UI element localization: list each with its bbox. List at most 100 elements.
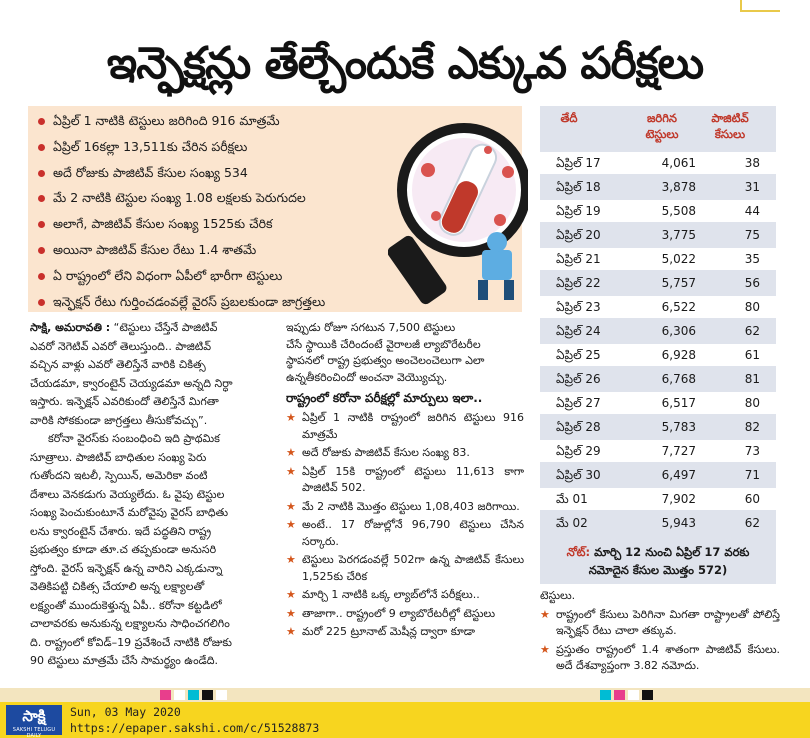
star-bullet: ★ మే 2 నాటికి మొత్తం టెస్టులు 1,08,403 జర…	[286, 499, 524, 516]
star-icon: ★	[286, 518, 296, 531]
cell-tests: 5,022	[661, 252, 696, 266]
col2-bullets: ★ ఏప్రిల్ 1 నాటికి రాష్ట్రంలో జరిగిన టెస్…	[286, 410, 524, 641]
footer-info: Sun, 03 May 2020 https://epaper.sakshi.c…	[70, 704, 319, 736]
cell-positive: 62	[744, 324, 760, 338]
highlight-text: ఏప్రిల్ 1 నాటికి టెస్టులు జరిగింది 916 మ…	[53, 113, 280, 128]
star-bullet: ★ మరో 225 ట్రూనాట్ మెషీన్ల ద్వారా కూడా	[286, 624, 524, 641]
highlight-item: అదే రోజుకు పాజిటివ్ కేసుల సంఖ్య 534	[38, 160, 418, 186]
cell-date: ఏప్రిల్ 28	[556, 420, 601, 434]
star-icon: ★	[540, 607, 550, 621]
cell-tests: 6,306	[661, 324, 696, 338]
swatch	[188, 690, 199, 700]
table-note: నోట్: మార్చి 12 నుంచి ఏప్రిల్ 17 వరకు నమ…	[540, 538, 776, 584]
col1-line: లను క్వారంటైన్ చేశారు. ఇదే పద్ధతిని రాష్…	[30, 524, 212, 538]
swatch	[174, 690, 185, 700]
table-header: తేదీ జరిగిన టెస్టులు పాజిటివ్ కేసులు	[540, 106, 776, 152]
col1-line: లక్ష్యంతో ముందుకెళ్తున్న ఏపీ.. కరోనా కట్…	[30, 598, 222, 612]
footer-date: Sun, 03 May 2020	[70, 705, 181, 719]
cell-date: ఏప్రిల్ 29	[556, 444, 601, 458]
highlight-item: మే 2 నాటికి టెస్టుల సంఖ్య 1.08 లక్షలకు ప…	[38, 185, 418, 211]
bullet-text: అంటే.. 17 రోజుల్లోనే 96,790 టెస్టులు చేస…	[302, 518, 524, 548]
star-bullet: ★ ఏప్రిల్ 15కి రాష్ట్రంలో టెస్టులు 11,613…	[286, 464, 524, 497]
cell-tests: 6,522	[661, 300, 696, 314]
cell-positive: 38	[744, 156, 760, 170]
top-border	[0, 0, 810, 14]
col1-first-line: సాక్షి, అమరావతి : “టెస్టులు చేస్తేనే పాజ…	[30, 320, 268, 337]
cell-date: ఏప్రిల్ 18	[556, 180, 601, 194]
corner-mark	[740, 0, 780, 12]
cell-positive: 81	[744, 372, 760, 386]
star-bullet: ★ టెస్టులు పెరగడంవల్లే 502గా ఉన్న పాజిటివ…	[286, 552, 524, 585]
col1-line-0: “టెస్టులు చేస్తేనే పాజిటివ్	[113, 321, 218, 334]
article-column-2: ఇప్పుడు రోజూ సగటున 7,500 టెస్టులు చేసే స్…	[286, 320, 524, 641]
article-column-3: టెస్టులు. ★ రాష్ట్రంలో కేసులు పెరిగినా మి…	[540, 588, 780, 675]
highlight-item: ఇన్ఫెక్షన్ రేటు గుర్తించడంవల్లే వైరస్ ప్…	[38, 289, 418, 315]
bullet-text: ప్రస్తుతం రాష్ట్రంలో 1.4 శాతంగా పాజిటివ్…	[556, 642, 780, 673]
cell-date: ఏప్రిల్ 19	[556, 204, 601, 218]
table-row: మే 02 5,943 62	[540, 512, 776, 534]
bullet-text: మార్చి 1 నాటికి ఒక్క ల్యాబ్‌లోనే పరీక్షల…	[302, 588, 480, 601]
bullet-dot-icon	[38, 246, 45, 254]
table-row: ఏప్రిల్ 29 7,727 73	[540, 440, 776, 462]
col1-line: ప్రభుత్వం కూడా తూ.చ తప్పకుండా అనుసరి	[30, 543, 217, 556]
table-row: ఏప్రిల్ 20 3,775 75	[540, 224, 776, 246]
highlight-text: ఏప్రిల్ 16కల్లా 13,511కు చేరిన పరీక్షలు	[53, 138, 248, 154]
highlight-item: ఏప్రిల్ 16కల్లా 13,511కు చేరిన పరీక్షలు	[38, 134, 418, 160]
bullet-dot-icon	[38, 272, 45, 280]
cell-positive: 82	[744, 420, 760, 434]
cell-positive: 61	[744, 348, 760, 362]
col1-line: సూత్రాలు. పాజిటివ్ బాధితుల సంఖ్య పెరు	[30, 450, 207, 464]
cell-positive: 80	[744, 300, 760, 314]
cell-positive: 73	[744, 444, 760, 458]
col2-line: ఇప్పుడు రోజూ సగటున 7,500 టెస్టులు	[286, 321, 456, 334]
col1-line: కరోనా వైరస్‌కు సంబంధించి ఇది ప్రాథమిక	[48, 432, 220, 445]
highlight-item: అలాగే, పాజిటివ్ కేసుల సంఖ్య 1525కు చేరిక	[38, 211, 418, 237]
highlight-item: ఏప్రిల్ 1 నాటికి టెస్టులు జరిగింది 916 మ…	[38, 108, 418, 134]
star-icon: ★	[540, 642, 550, 656]
star-icon: ★	[286, 606, 296, 620]
cell-positive: 56	[744, 276, 760, 290]
star-icon: ★	[286, 464, 296, 478]
col2-line: ఉన్నతీకరించిందో అంచనా వెయ్యొచ్చు.	[286, 370, 448, 384]
col1-line: వెతికిపట్టి చికిత్స చేయాలి అన్న లక్ష్యాల…	[30, 580, 205, 593]
note-label: నోట్:	[566, 545, 591, 559]
bullet-dot-icon	[38, 143, 45, 151]
star-icon: ★	[286, 553, 296, 566]
col2-lines: ఇప్పుడు రోజూ సగటున 7,500 టెస్టులు చేసే స్…	[286, 320, 524, 386]
note-text-2: నమోదైన కేసుల మొత్తం 572)	[588, 563, 728, 577]
cell-date: ఏప్రిల్ 17	[556, 156, 601, 170]
footer-url[interactable]: https://epaper.sakshi.com/c/51528873	[70, 721, 320, 735]
bullet-dot-icon	[38, 169, 45, 177]
cell-tests: 5,943	[661, 516, 696, 530]
star-icon: ★	[286, 499, 296, 513]
cell-tests: 6,497	[661, 468, 696, 482]
cell-date: ఏప్రిల్ 26	[556, 372, 601, 386]
bullet-dot-icon	[38, 118, 45, 125]
star-icon: ★	[286, 446, 296, 459]
highlights-box: ఏప్రిల్ 1 నాటికి టెస్టులు జరిగింది 916 మ…	[28, 106, 528, 314]
logo-subtext: SAKSHI TELUGU DAILY	[12, 727, 56, 738]
note-text-1: మార్చి 12 నుంచి ఏప్రిల్ 17 వరకు	[594, 545, 750, 559]
cell-tests: 7,902	[661, 492, 696, 506]
cell-tests: 5,783	[661, 420, 696, 434]
col1-line: ది. రాష్ట్రంలో కోవిడ్–19 ప్రవేశించే నాటి…	[30, 635, 232, 649]
bullet-text: ఏప్రిల్ 15కి రాష్ట్రంలో టెస్టులు 11,613 …	[302, 464, 524, 495]
swatch	[642, 690, 653, 700]
footer-bar: సాక్షి SAKSHI TELUGU DAILY Sun, 03 May 2…	[0, 702, 810, 738]
highlight-text: అయినా పాజిటివ్ కేసుల రేటు 1.4 శాతమే	[53, 241, 257, 257]
swatch	[614, 690, 625, 700]
bullet-text: టెస్టులు పెరగడంవల్లే 502గా ఉన్న పాజిటివ్…	[302, 553, 524, 583]
virus-test-tube-illustration	[388, 123, 528, 305]
cell-date: ఏప్రిల్ 22	[556, 276, 601, 290]
star-bullet: ★ తాజాగా.. రాష్ట్రంలో 9 ల్యాబొరేటరీల్లో ట…	[286, 606, 524, 623]
highlight-text: ఏ రాష్ట్రంలో లేని విధంగా ఏపీలో భారీగా టె…	[53, 267, 283, 283]
col1-line: స్తోంది. వైరస్ ఇన్ఫెక్షన్ ఉన్న వారిని ఎక…	[30, 561, 223, 575]
header-tests: జరిగిన టెస్టులు	[645, 111, 679, 141]
sakshi-logo[interactable]: సాక్షి SAKSHI TELUGU DAILY	[6, 705, 62, 738]
cell-date: ఏప్రిల్ 25	[556, 348, 601, 362]
star-bullet: ★ ఏప్రిల్ 1 నాటికి రాష్ట్రంలో జరిగిన టెస్…	[286, 410, 524, 443]
highlight-text: ఇన్ఫెక్షన్ రేటు గుర్తించడంవల్లే వైరస్ ప్…	[53, 293, 326, 309]
highlights-list: ఏప్రిల్ 1 నాటికి టెస్టులు జరిగింది 916 మ…	[38, 108, 418, 314]
cell-tests: 4,061	[661, 156, 696, 170]
star-icon: ★	[286, 588, 296, 601]
